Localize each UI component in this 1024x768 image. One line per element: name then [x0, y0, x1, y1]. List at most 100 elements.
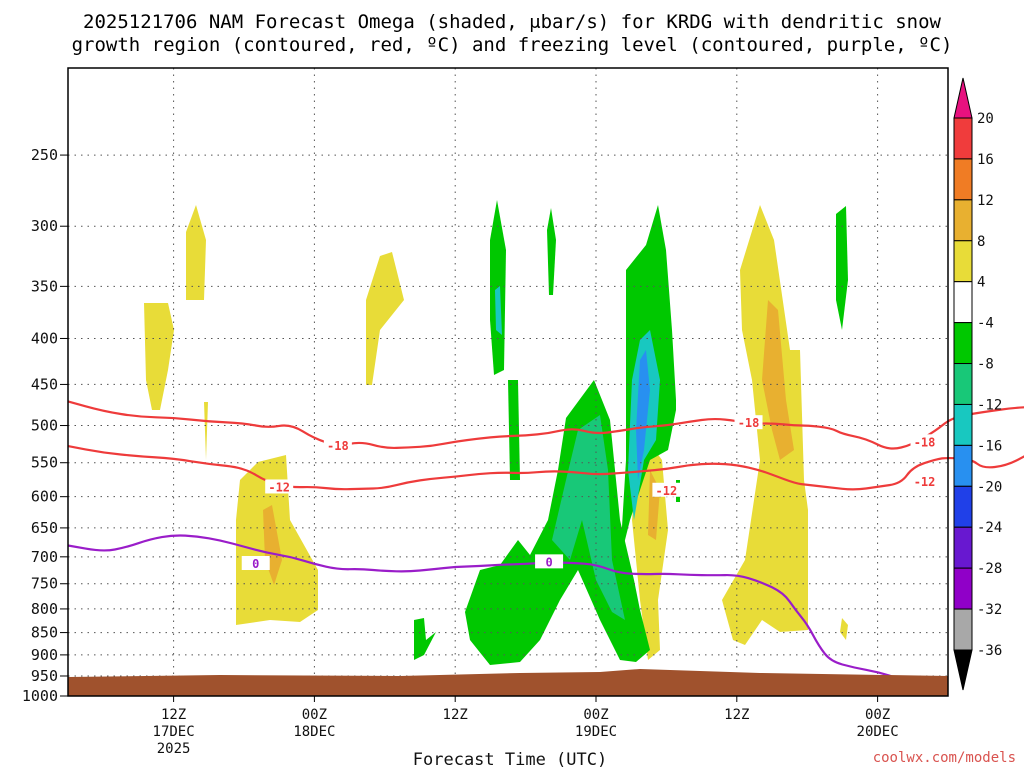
- ground-surface: [68, 669, 948, 696]
- contour-label: 0: [252, 557, 259, 571]
- y-tick-label: 250: [31, 146, 58, 164]
- colorbar-label: -12: [977, 397, 1002, 413]
- y-tick-label: 300: [31, 217, 58, 235]
- contour-label-bg: [241, 556, 270, 571]
- credit-text: coolwx.com/models: [873, 750, 1016, 766]
- colorbar-top-arrow: [953, 77, 973, 119]
- colorbar-label: -20: [977, 479, 1002, 495]
- x-tick-label: 12Z: [161, 707, 186, 723]
- contour-label-bg: [535, 554, 564, 569]
- colorbar-label: -16: [977, 438, 1002, 454]
- omega-shade-yellow: [722, 205, 808, 645]
- colorbar-label: -28: [977, 561, 1002, 577]
- y-tick-label: 650: [31, 519, 58, 537]
- colorbar-segment: [953, 444, 973, 487]
- colorbar-bottom-arrow: [953, 649, 973, 691]
- colorbar-label: 8: [977, 234, 985, 250]
- omega-shade-green: [508, 380, 520, 480]
- omega-shade-yellow: [204, 402, 208, 460]
- chart-title-line2: growth region (contoured, red, ºC) and f…: [72, 34, 953, 56]
- contour-label: -12: [656, 484, 678, 498]
- contour-label-bg: [910, 474, 939, 489]
- contour-label: -18: [327, 439, 349, 453]
- x-tick-label: 12Z: [724, 707, 749, 723]
- x-tick-label: 2025: [157, 741, 191, 757]
- colorbar-segment: [953, 485, 973, 528]
- omega-shade-green: [414, 618, 436, 660]
- x-tick-label: 00Z: [583, 707, 608, 723]
- y-tick-label: 900: [31, 646, 58, 664]
- colorbar-segment: [953, 567, 973, 610]
- contour-minus18: [67, 400, 1024, 450]
- omega-shade-yellow: [840, 618, 848, 640]
- colorbar-segment: [953, 117, 973, 160]
- contour-label: -12: [914, 475, 936, 489]
- contour-label-bg: [323, 438, 352, 453]
- colorbar: 20 16 12 8 4 -4 -8 -12 -16 -20 -24 -28 -32 -36: [953, 77, 1002, 691]
- contour-freezing-level: [67, 534, 914, 688]
- contour-label: -18: [914, 435, 936, 449]
- plot-frame: [67, 67, 949, 697]
- contour-label: -18: [738, 416, 760, 430]
- omega-shade-blue: [636, 350, 650, 480]
- y-tick-label: 550: [31, 454, 58, 472]
- omega-shade-orange: [762, 300, 794, 460]
- omega-shade-green: [490, 200, 506, 375]
- colorbar-segment: [953, 403, 973, 446]
- colorbar-label: -36: [977, 643, 1002, 659]
- x-tick-label: 19DEC: [575, 724, 617, 740]
- colorbar-label: 12: [977, 193, 994, 209]
- x-tick-label: 18DEC: [293, 724, 335, 740]
- x-tick-label: 17DEC: [153, 724, 195, 740]
- colorbar-label: 20: [977, 111, 994, 127]
- colorbar-label: -8: [977, 357, 994, 373]
- colorbar-segment: [953, 608, 973, 651]
- colorbar-label: 4: [977, 275, 985, 291]
- omega-shade-green: [547, 208, 556, 295]
- contour-label-bg: [910, 434, 939, 449]
- colorbar-segment: [953, 322, 973, 365]
- omega-shade-green: [836, 206, 848, 330]
- omega-shade-teal: [495, 286, 502, 335]
- y-tick-label: 750: [31, 575, 58, 593]
- y-tick-label: 1000: [22, 687, 58, 705]
- contour-label: -12: [268, 480, 290, 494]
- x-tick-label: 00Z: [865, 707, 890, 723]
- y-tick-label: 700: [31, 548, 58, 566]
- x-tick-label: 20DEC: [857, 724, 899, 740]
- colorbar-segment: [953, 199, 973, 242]
- omega-shade-yellow: [186, 205, 206, 300]
- y-tick-label: 800: [31, 600, 58, 618]
- pressure-gridlines: [68, 68, 948, 696]
- x-axis-label: Forecast Time (UTC): [413, 750, 607, 768]
- colorbar-segment: [953, 363, 973, 405]
- colorbar-segment: [953, 240, 973, 283]
- y-tick-label: 500: [31, 417, 58, 435]
- x-tick-label: 00Z: [302, 707, 327, 723]
- x-tick-label: 12Z: [443, 707, 468, 723]
- contour-label-bg: [652, 482, 681, 497]
- contour-label: 0: [545, 555, 552, 569]
- y-tick-label: 850: [31, 624, 58, 642]
- colorbar-segment: [953, 281, 973, 324]
- y-tick-label: 450: [31, 375, 58, 393]
- contour-label-bg: [265, 479, 294, 494]
- contour-label-bg: [734, 415, 763, 430]
- isotherm-contours: -18 -18 -18 -12 -12 -12 0 0: [67, 400, 1024, 688]
- y-tick-label: 600: [31, 488, 58, 506]
- colorbar-label: -24: [977, 520, 1002, 536]
- omega-shade-yellow: [144, 303, 174, 410]
- colorbar-label: -32: [977, 602, 1002, 618]
- y-tick-label: 350: [31, 277, 58, 295]
- colorbar-segment: [953, 158, 973, 201]
- colorbar-label: 16: [977, 152, 994, 168]
- chart-title-line1: 2025121706 NAM Forecast Omega (shaded, μ…: [83, 11, 941, 33]
- colorbar-segment: [953, 526, 973, 569]
- colorbar-label: -4: [977, 316, 994, 332]
- y-tick-label: 400: [31, 329, 58, 347]
- y-tick-label: 950: [31, 667, 58, 685]
- omega-shade-yellow: [366, 252, 404, 385]
- y-axis: 250 300 350 400 450 500 550 600 650 700 750 800 850 9…: [22, 146, 68, 705]
